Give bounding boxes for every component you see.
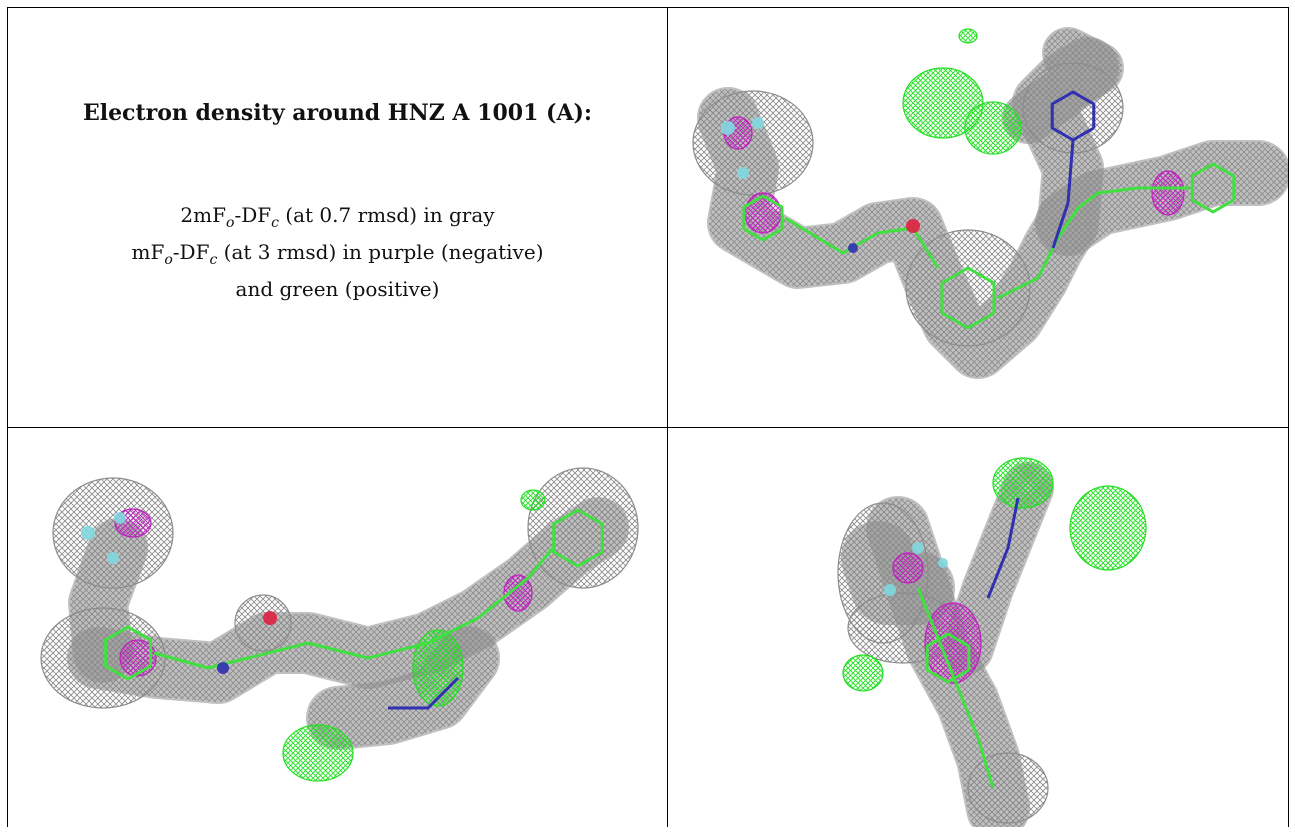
density-mesh xyxy=(944,464,1052,672)
positive-difference-density xyxy=(958,28,978,44)
carbon-bond-chain xyxy=(916,587,995,789)
positive-difference-density xyxy=(282,724,354,782)
fluorine-atom xyxy=(752,117,764,129)
legend-text: -DF xyxy=(234,203,272,227)
caption-cell: Electron density around HNZ A 1001 (A): … xyxy=(8,8,667,427)
positive-difference-density xyxy=(964,101,1022,155)
carbon-ring xyxy=(925,632,971,684)
carbon-ring xyxy=(742,194,784,242)
carbon-ring xyxy=(552,508,604,568)
nitrogen-bond xyxy=(1051,139,1075,249)
density-mesh-blob xyxy=(40,607,166,709)
legend-line-2fofc: 2mFo-DFc (at 0.7 rmsd) in gray xyxy=(8,201,667,238)
carbon-ring xyxy=(103,625,153,681)
density-image-2 xyxy=(40,467,639,782)
density-view-2 xyxy=(8,428,667,827)
legend-line-colors: and green (positive) xyxy=(235,277,440,301)
fluorine-atom xyxy=(107,552,119,564)
table-border-middle xyxy=(7,427,1289,428)
positive-difference-density xyxy=(842,654,884,692)
density-mesh-blob xyxy=(905,229,1031,347)
carbon-bond-chain xyxy=(997,186,1189,300)
fluorine-atom xyxy=(737,167,749,179)
legend-subscript: c xyxy=(271,215,279,231)
nitrogen-bond xyxy=(986,497,1020,599)
density-view-3 xyxy=(668,428,1288,827)
figure-title: Electron density around HNZ A 1001 (A): xyxy=(82,100,593,126)
density-mesh-blob xyxy=(527,467,639,589)
legend-subscript: o xyxy=(226,215,235,231)
figure-table: Electron density around HNZ A 1001 (A): … xyxy=(7,7,1289,827)
legend-text: mF xyxy=(131,240,165,264)
negative-difference-density xyxy=(892,552,924,584)
positive-difference-density xyxy=(412,629,464,707)
positive-difference-density xyxy=(1069,485,1147,571)
legend-line-fofc: mFo-DFc (at 3 rmsd) in purple (negative) xyxy=(8,238,667,275)
fluorine-atom xyxy=(938,558,948,568)
density-mesh-blob xyxy=(52,477,174,589)
legend-text: 2mF xyxy=(180,203,226,227)
nitrogen-atom xyxy=(217,662,229,674)
fluorine-atom xyxy=(721,121,735,135)
fluorine-atom xyxy=(114,512,126,524)
density-mesh-blob xyxy=(234,594,292,652)
table-border-top xyxy=(7,7,1289,8)
fluorine-atom xyxy=(912,542,924,554)
carbon-ring xyxy=(940,266,996,330)
oxygen-atom xyxy=(906,219,920,233)
fluorine-atom xyxy=(884,584,896,596)
table-border-center xyxy=(667,7,668,827)
table-border-right xyxy=(1288,7,1289,827)
oxygen-atom xyxy=(263,611,277,625)
density-mesh-blob xyxy=(692,90,814,196)
table-border-left xyxy=(7,7,8,827)
legend-text: (at 3 rmsd) in purple (negative) xyxy=(217,240,544,264)
positive-difference-density xyxy=(992,457,1054,509)
positive-difference-density xyxy=(520,489,546,511)
negative-difference-density xyxy=(1151,170,1185,216)
map-legend: 2mFo-DFc (at 0.7 rmsd) in gray mFo-DFc (… xyxy=(8,201,667,304)
carbon-ring xyxy=(1190,162,1236,214)
nitrogen-atom xyxy=(848,243,858,253)
legend-text: -DF xyxy=(172,240,210,264)
density-view-1 xyxy=(668,8,1288,427)
legend-subscript: o xyxy=(164,252,173,268)
fluorine-atom xyxy=(81,526,95,540)
negative-difference-density xyxy=(924,602,982,684)
density-image-3 xyxy=(837,457,1147,827)
carbon-bond-chain xyxy=(784,216,940,269)
legend-text: (at 0.7 rmsd) in gray xyxy=(278,203,495,227)
negative-difference-density xyxy=(503,574,533,612)
nitrogen-bond xyxy=(388,676,460,710)
density-mesh-blob xyxy=(967,752,1049,824)
negative-difference-density xyxy=(744,192,782,234)
legend-subscript: c xyxy=(209,252,218,268)
density-image-1 xyxy=(692,27,1288,379)
